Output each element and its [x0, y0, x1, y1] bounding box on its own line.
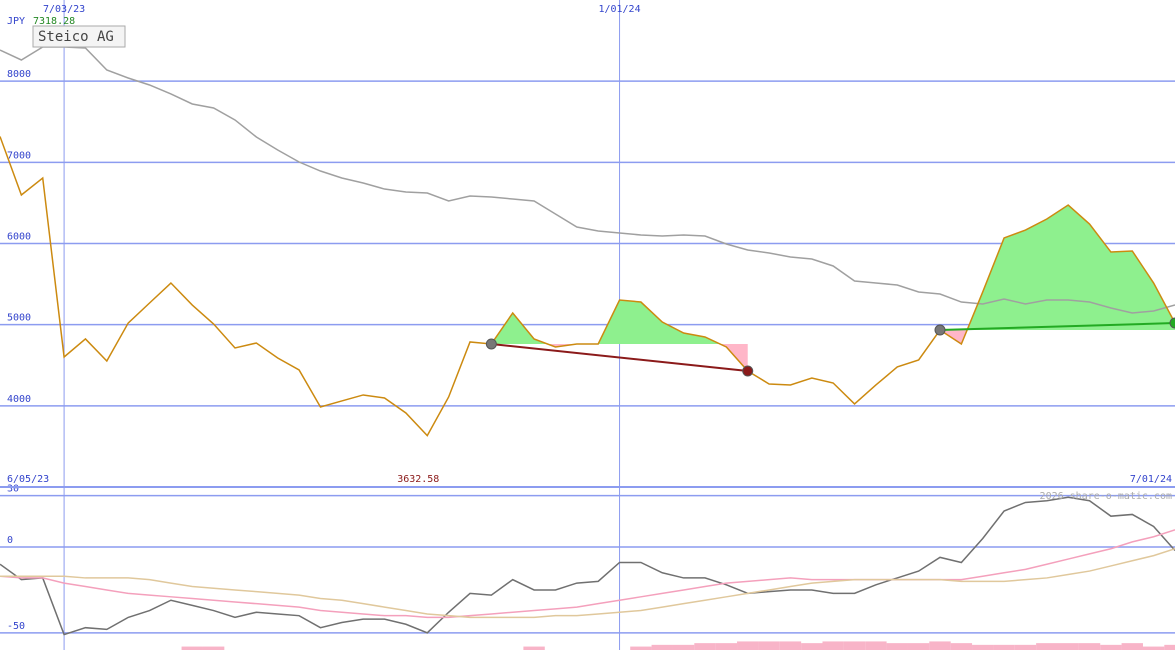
bar — [972, 644, 994, 650]
trade-fill — [940, 205, 1175, 331]
y-tick-label: 0 — [7, 535, 13, 546]
bar — [630, 646, 652, 650]
trade-fill — [940, 330, 1175, 344]
y-tick-label: 30 — [7, 484, 19, 495]
bar — [758, 641, 780, 650]
bar — [672, 644, 695, 650]
end-date: 7/01/24 — [1130, 474, 1172, 485]
y-tick-label: 5000 — [7, 313, 31, 324]
y-tick-label: 6000 — [7, 232, 31, 243]
trade-line — [939, 322, 1175, 332]
chart-title: Steico AG — [38, 29, 114, 45]
y-tick-label: 8000 — [7, 69, 31, 80]
bar — [1078, 643, 1101, 650]
bar — [1142, 646, 1165, 650]
bar — [523, 646, 545, 650]
currency: JPY — [7, 16, 25, 27]
bar — [181, 646, 203, 650]
title-box — [32, 25, 126, 48]
series-line — [0, 496, 1175, 636]
bar — [651, 644, 673, 650]
trade-exit — [742, 365, 754, 377]
bar — [1100, 644, 1122, 650]
series-line — [0, 136, 1175, 437]
bar — [737, 641, 759, 650]
first-value: 7318.28 — [33, 16, 75, 27]
bar — [801, 643, 823, 650]
y-tick-label: -50 — [7, 621, 25, 632]
start-date: 6/05/23 — [7, 474, 49, 485]
bar — [865, 641, 887, 650]
bar — [779, 641, 802, 650]
trade-exit — [1169, 317, 1175, 329]
trade-entry — [934, 324, 946, 336]
bar — [1057, 643, 1079, 650]
trade-fill — [491, 299, 748, 344]
y-tick-label: 7000 — [7, 150, 31, 161]
watermark: 2026 share-o-matic.com — [1040, 491, 1172, 502]
bar — [1121, 643, 1143, 650]
trade-line — [491, 342, 748, 373]
bar — [202, 646, 225, 650]
series-line — [0, 46, 1175, 314]
series-line — [0, 529, 1175, 619]
bar — [886, 643, 908, 650]
series-line — [0, 548, 1175, 619]
bar — [694, 643, 716, 650]
bar — [907, 643, 930, 650]
trade-entry — [485, 338, 497, 350]
x-tick-label: 7/03/23 — [43, 4, 85, 15]
bar — [1036, 643, 1058, 650]
bar — [843, 641, 866, 650]
bar — [1164, 644, 1175, 650]
bar — [929, 641, 951, 650]
bar — [715, 643, 738, 650]
bar — [950, 643, 973, 650]
bar — [822, 641, 844, 650]
bar — [1014, 644, 1037, 650]
y-tick-label: 4000 — [7, 394, 31, 405]
min-value: 3632.58 — [397, 474, 439, 485]
x-tick-label: 1/01/24 — [598, 4, 640, 15]
bar — [993, 644, 1015, 650]
